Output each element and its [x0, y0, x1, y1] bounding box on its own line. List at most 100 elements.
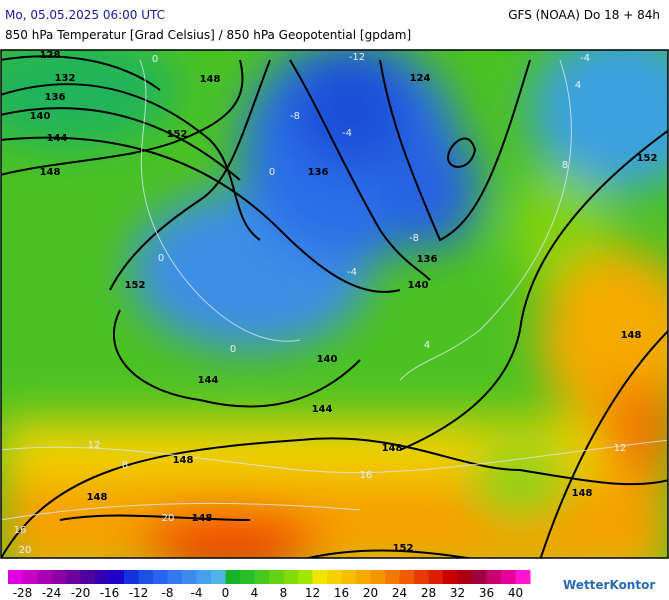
isotherm-label: 0 [158, 253, 164, 264]
colorbar-swatch [225, 570, 241, 584]
colorbar-swatch [327, 570, 342, 584]
isotherm-label: -12 [349, 52, 365, 63]
isotherm-label: 4 [575, 80, 581, 91]
isohypse-label: 144 [312, 404, 333, 415]
colorbar-tick-label: -8 [162, 586, 174, 600]
colorbar-swatch [124, 570, 139, 584]
colorbar-tick-label: 28 [421, 586, 436, 600]
colorbar-swatch [341, 570, 357, 584]
colorbar-swatch [138, 570, 154, 584]
colorbar-swatch [254, 570, 270, 584]
colorbar-tick-label: 24 [392, 586, 407, 600]
isohypse-label: 152 [167, 129, 188, 140]
isohypse-label: 148 [621, 330, 642, 341]
isohypse-label: 152 [637, 153, 658, 164]
colorbar-swatch [182, 570, 197, 584]
colorbar-swatch [399, 570, 415, 584]
isohypse-label: 152 [393, 543, 414, 554]
model-run: GFS (NOAA) Do 18 + 84h [508, 8, 660, 22]
colorbar-swatch [211, 570, 226, 584]
isohypse-label: 140 [408, 280, 429, 291]
isohypse-label: 140 [317, 354, 338, 365]
isotherm-label: 16 [360, 470, 373, 481]
colorbar-tick-label: -12 [129, 586, 149, 600]
isotherm-label: 12 [614, 443, 627, 454]
colorbar-swatch [8, 570, 23, 584]
colorbar-tick-label: 20 [363, 586, 378, 600]
colorbar: -28 -24 -20 -16 -12 -8 -4 0 4 8 12 16 20 24 28 32 36 40 [8, 570, 531, 600]
isohypse-label: 148 [382, 443, 403, 454]
colorbar-tick-label: 8 [280, 586, 288, 600]
colorbar-swatch [22, 570, 38, 584]
isotherm-label: 0 [230, 344, 236, 355]
isohypse-label: 148 [87, 492, 108, 503]
isohypse-label: 136 [45, 92, 66, 103]
subtitle: 850 hPa Temperatur [Grad Celsius] / 850 … [5, 28, 411, 42]
colorbar-swatch [472, 570, 487, 584]
colorbar-tick-label: -24 [42, 586, 62, 600]
isotherm-label: 20 [19, 545, 32, 556]
colorbar-swatch [167, 570, 183, 584]
isotherm-label: -8 [290, 111, 300, 122]
isohypse-label: 148 [192, 513, 213, 524]
colorbar-swatch [457, 570, 473, 584]
map [1, 50, 668, 558]
isohypse-label: 144 [198, 375, 219, 386]
isohypse-label: 132 [55, 73, 76, 84]
isotherm-label: -8 [409, 233, 419, 244]
colorbar-swatch [153, 570, 168, 584]
colorbar-tick-label: 0 [222, 586, 230, 600]
colorbar-swatch [428, 570, 444, 584]
colorbar-swatch [269, 570, 284, 584]
isotherm-label: 0 [152, 54, 158, 65]
colorbar-tick-label: -20 [71, 586, 91, 600]
isohypse-label: 124 [410, 73, 431, 84]
colorbar-tick-label: -28 [13, 586, 33, 600]
isohypse-label: 140 [30, 111, 51, 122]
colorbar-swatch [37, 570, 52, 584]
colorbar-swatch [312, 570, 328, 584]
isohypse-label: 144 [47, 133, 68, 144]
isotherm-label: -4 [347, 267, 357, 278]
colorbar-tick-label: 40 [508, 586, 523, 600]
isohypse-label: 128 [40, 50, 61, 61]
isotherm-label: -4 [342, 128, 352, 139]
isotherm-label: 8 [122, 460, 128, 471]
isohypse-label: 136 [417, 254, 438, 265]
colorbar-swatch [385, 570, 400, 584]
colorbar-tick-label: 12 [305, 586, 320, 600]
colorbar-tick-label: 16 [334, 586, 349, 600]
colorbar-swatch [356, 570, 371, 584]
isotherm-label: 8 [562, 160, 568, 171]
colorbar-swatch [414, 570, 429, 584]
isohypse-label: 148 [40, 167, 61, 178]
isotherm-label: 20 [162, 513, 175, 524]
isohypse-label: 136 [308, 167, 329, 178]
colorbar-swatch [80, 570, 96, 584]
colorbar-swatch [109, 570, 125, 584]
isotherm-label: -4 [580, 53, 590, 64]
colorbar-swatch [515, 570, 531, 584]
isotherm-label: 12 [88, 440, 101, 451]
isotherm-label: 4 [424, 340, 430, 351]
colorbar-swatch [95, 570, 110, 584]
colorbar-swatch [443, 570, 458, 584]
colorbar-swatch [240, 570, 255, 584]
colorbar-swatch [501, 570, 516, 584]
logo: WetterKontor [563, 578, 655, 592]
colorbar-swatch [370, 570, 386, 584]
colorbar-swatch [486, 570, 502, 584]
colorbar-swatch [283, 570, 299, 584]
colorbar-tick-label: -16 [100, 586, 120, 600]
colorbar-tick-label: 36 [479, 586, 494, 600]
colorbar-swatch [66, 570, 81, 584]
colorbar-swatch [298, 570, 313, 584]
colorbar-tick-label: 32 [450, 586, 465, 600]
isotherm-label: 0 [269, 167, 275, 178]
isotherm-label: 16 [14, 525, 27, 536]
colorbar-swatch [51, 570, 67, 584]
isohypse-label: 148 [572, 488, 593, 499]
map-frame [0, 49, 669, 559]
colorbar-tick-label: -4 [191, 586, 203, 600]
